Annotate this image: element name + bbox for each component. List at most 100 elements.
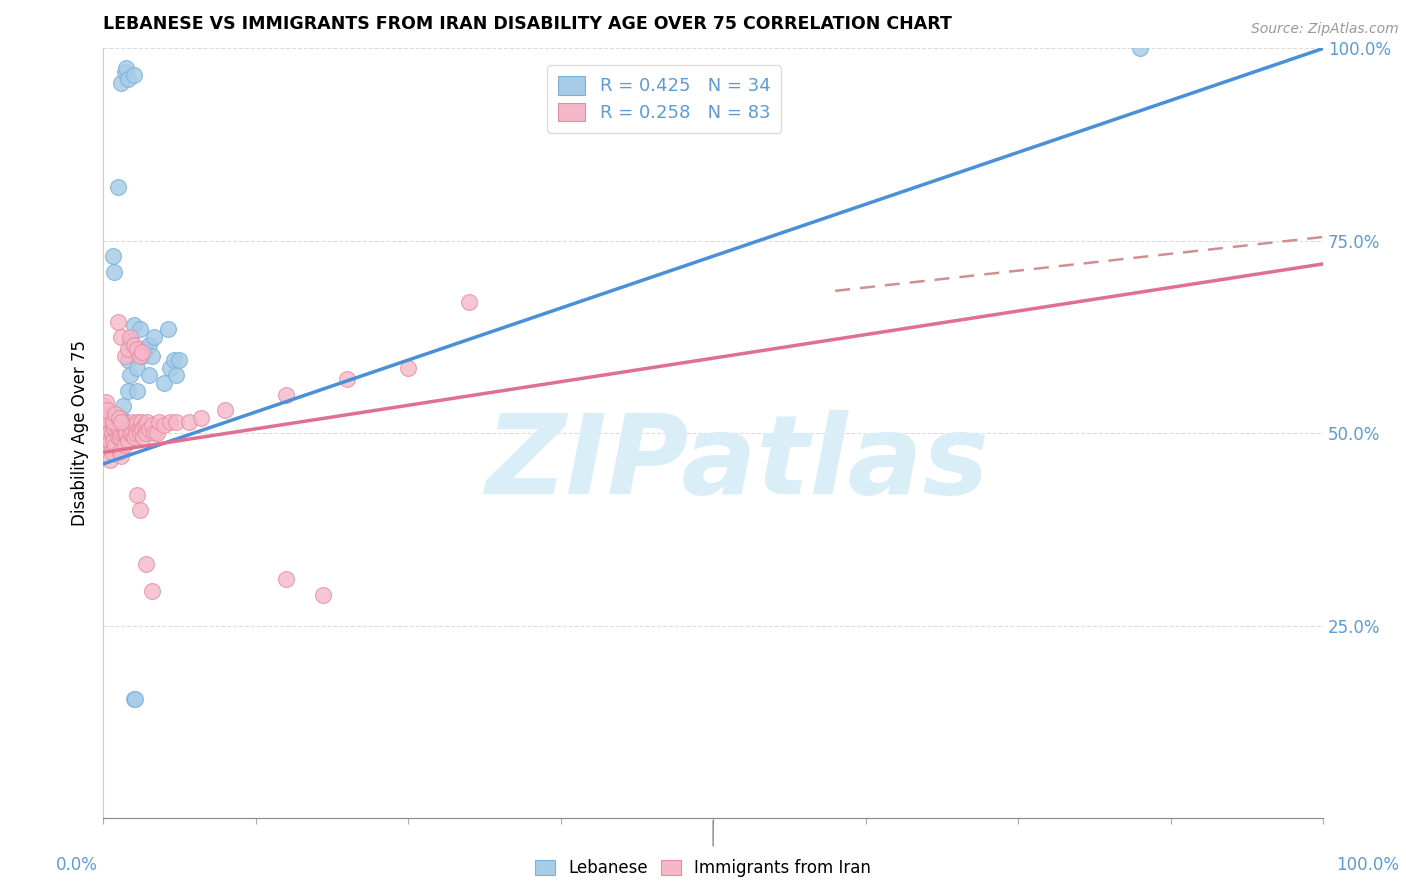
Point [118,330,141,344]
Point [336,372,359,386]
Point [122,337,145,351]
Point [96,415,118,429]
Point [159,415,181,429]
Point [110,438,132,452]
Point [105,415,128,429]
Point [141,349,163,363]
Point [190,410,212,425]
Point [159,360,181,375]
Legend: Lebanese, Immigrants from Iran: Lebanese, Immigrants from Iran [529,853,877,884]
Point [108,422,131,436]
Point [143,426,166,441]
Point [107,315,129,329]
Point [110,330,132,344]
Point [118,426,141,441]
Point [105,426,128,441]
Point [101,415,124,429]
Point [121,426,143,441]
Point [101,434,124,448]
Point [131,422,153,436]
Point [138,368,160,383]
Point [110,76,132,90]
Point [214,403,236,417]
Text: ZIPatlas: ZIPatlas [485,410,990,517]
Point [100,445,122,459]
Point [124,418,146,433]
Point [128,349,150,363]
Point [128,426,150,441]
Point [107,422,129,436]
Point [127,415,149,429]
Point [98,426,121,441]
Point [94,426,117,441]
Y-axis label: Disability Age Over 75: Disability Age Over 75 [72,340,89,526]
Point [110,426,132,441]
Point [153,418,176,433]
Point [107,180,129,194]
Point [156,322,179,336]
Point [128,322,150,336]
Point [108,445,131,459]
Point [110,450,132,464]
Point [134,418,156,433]
Point [1129,41,1152,55]
Point [101,415,124,429]
Point [104,438,127,452]
Point [141,583,163,598]
Point [117,384,139,398]
Point [163,353,186,368]
Point [141,418,163,433]
Point [153,376,176,391]
Point [396,360,419,375]
Point [98,407,121,421]
Point [128,422,150,436]
Point [111,399,134,413]
Point [93,399,115,413]
Point [114,64,136,78]
Point [135,342,157,356]
Point [98,438,121,452]
Point [117,434,139,448]
Point [103,422,125,436]
Point [127,342,149,356]
Point [136,415,159,429]
Point [135,557,157,571]
Point [148,415,170,429]
Point [101,249,124,263]
Point [100,426,122,441]
Point [114,430,136,444]
Point [110,415,132,429]
Point [97,434,120,448]
Point [167,353,190,368]
Point [111,415,134,429]
Point [312,588,335,602]
Point [108,430,131,444]
Point [93,410,115,425]
Point [112,426,135,441]
Point [122,430,145,444]
Point [100,426,122,441]
Point [124,691,146,706]
Text: Source: ZipAtlas.com: Source: ZipAtlas.com [1251,22,1399,37]
Point [104,415,127,429]
Point [94,438,117,452]
Point [104,407,127,421]
Point [129,415,152,429]
Point [100,430,122,444]
Point [118,368,141,383]
Point [115,426,138,441]
Point [132,430,155,444]
Point [122,69,145,83]
Legend: R = 0.425   N = 34, R = 0.258   N = 83: R = 0.425 N = 34, R = 0.258 N = 83 [547,65,782,133]
Point [122,318,145,333]
Point [131,345,153,359]
Point [276,388,298,402]
Point [114,438,136,452]
Point [94,395,117,409]
Point [138,422,160,436]
Text: LEBANESE VS IMMIGRANTS FROM IRAN DISABILITY AGE OVER 75 CORRELATION CHART: LEBANESE VS IMMIGRANTS FROM IRAN DISABIL… [103,15,952,33]
Point [115,61,138,75]
Point [143,330,166,344]
Point [103,264,125,278]
Point [146,426,169,441]
